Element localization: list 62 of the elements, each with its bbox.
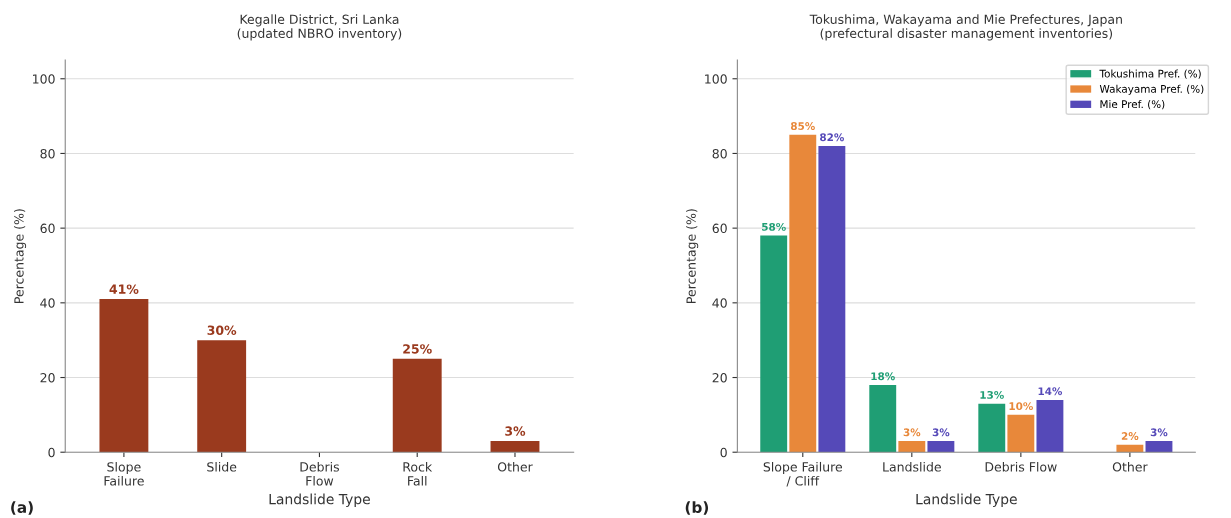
data-label: 14% xyxy=(1038,387,1063,396)
y-tick-label: 40 xyxy=(712,298,727,308)
data-label: 2% xyxy=(1121,432,1139,440)
data-label: 58% xyxy=(762,222,786,231)
data-label: 85% xyxy=(790,122,815,130)
x-tick-label: Debris Flow xyxy=(300,461,340,486)
bar xyxy=(1116,444,1144,453)
text: (b) xyxy=(685,501,709,515)
data-label: 18% xyxy=(871,372,895,381)
data-label: 3% xyxy=(932,428,950,437)
x-tick-label: Slope Failure xyxy=(104,461,144,486)
bar xyxy=(818,145,846,453)
x-tick-label: Other xyxy=(1112,461,1148,472)
y-tick-label: 80 xyxy=(712,148,727,159)
chart-title: Tokushima, Wakayama and Mie Prefectures, Japan (prefectural disaster management inventories) xyxy=(809,14,1122,41)
bar xyxy=(1007,414,1035,453)
x-tick-label: Rock Fall xyxy=(403,461,433,486)
bar xyxy=(760,235,788,453)
bar xyxy=(898,441,926,453)
bar xyxy=(1145,441,1173,453)
x-tick-label: Other xyxy=(497,461,533,472)
y-tick-label: 0 xyxy=(720,447,727,458)
data-label: 13% xyxy=(980,390,1004,399)
bar xyxy=(978,403,1006,453)
x-tick-label: Landslide xyxy=(883,461,941,472)
x-axis-title: Landslide Type xyxy=(269,493,370,508)
bar xyxy=(197,340,247,453)
data-label: 3% xyxy=(903,428,921,437)
bar xyxy=(789,134,817,453)
x-axis-title: Landslide Type xyxy=(916,493,1017,508)
data-label: 3% xyxy=(505,426,526,436)
y-tick-label: 40 xyxy=(40,298,55,308)
data-label: 82% xyxy=(820,133,844,142)
y-tick-label: 20 xyxy=(40,372,55,383)
bar xyxy=(869,384,897,453)
data-label: 3% xyxy=(1150,428,1168,437)
bar xyxy=(1036,399,1064,453)
y-tick-label: 60 xyxy=(40,223,55,234)
y-tick-label: 20 xyxy=(712,372,727,383)
x-tick-label: Debris Flow xyxy=(985,461,1057,472)
data-label: 25% xyxy=(403,344,432,354)
bar xyxy=(490,441,540,453)
data-label: 30% xyxy=(207,325,237,335)
bar xyxy=(392,358,442,453)
data-label: 10% xyxy=(1009,402,1033,411)
y-tick-label: 0 xyxy=(48,447,55,458)
legend-label: Mie Pref. (%) xyxy=(1100,100,1165,110)
chart-title: Kegalle District, Sri Lanka (updated NBRO inventory) xyxy=(237,14,402,41)
x-tick-label: Slope Failure / Cliff xyxy=(763,461,843,487)
y-tick-label: 80 xyxy=(40,148,55,159)
bar xyxy=(99,299,149,453)
y-tick-label: 60 xyxy=(712,223,727,234)
y-axis-title: Percentage (%) xyxy=(14,209,27,303)
legend-label: Wakayama Pref. (%) xyxy=(1099,84,1204,95)
y-axis-title: Percentage (%) xyxy=(686,209,699,303)
text: (a) xyxy=(11,501,33,515)
y-tick-label: 100 xyxy=(705,74,727,84)
legend-label: Tokushima Pref. (%) xyxy=(1099,69,1201,79)
data-label: 41% xyxy=(109,284,139,294)
bar xyxy=(927,441,955,453)
y-tick-label: 100 xyxy=(33,74,55,84)
x-tick-label: Slide xyxy=(207,461,237,472)
